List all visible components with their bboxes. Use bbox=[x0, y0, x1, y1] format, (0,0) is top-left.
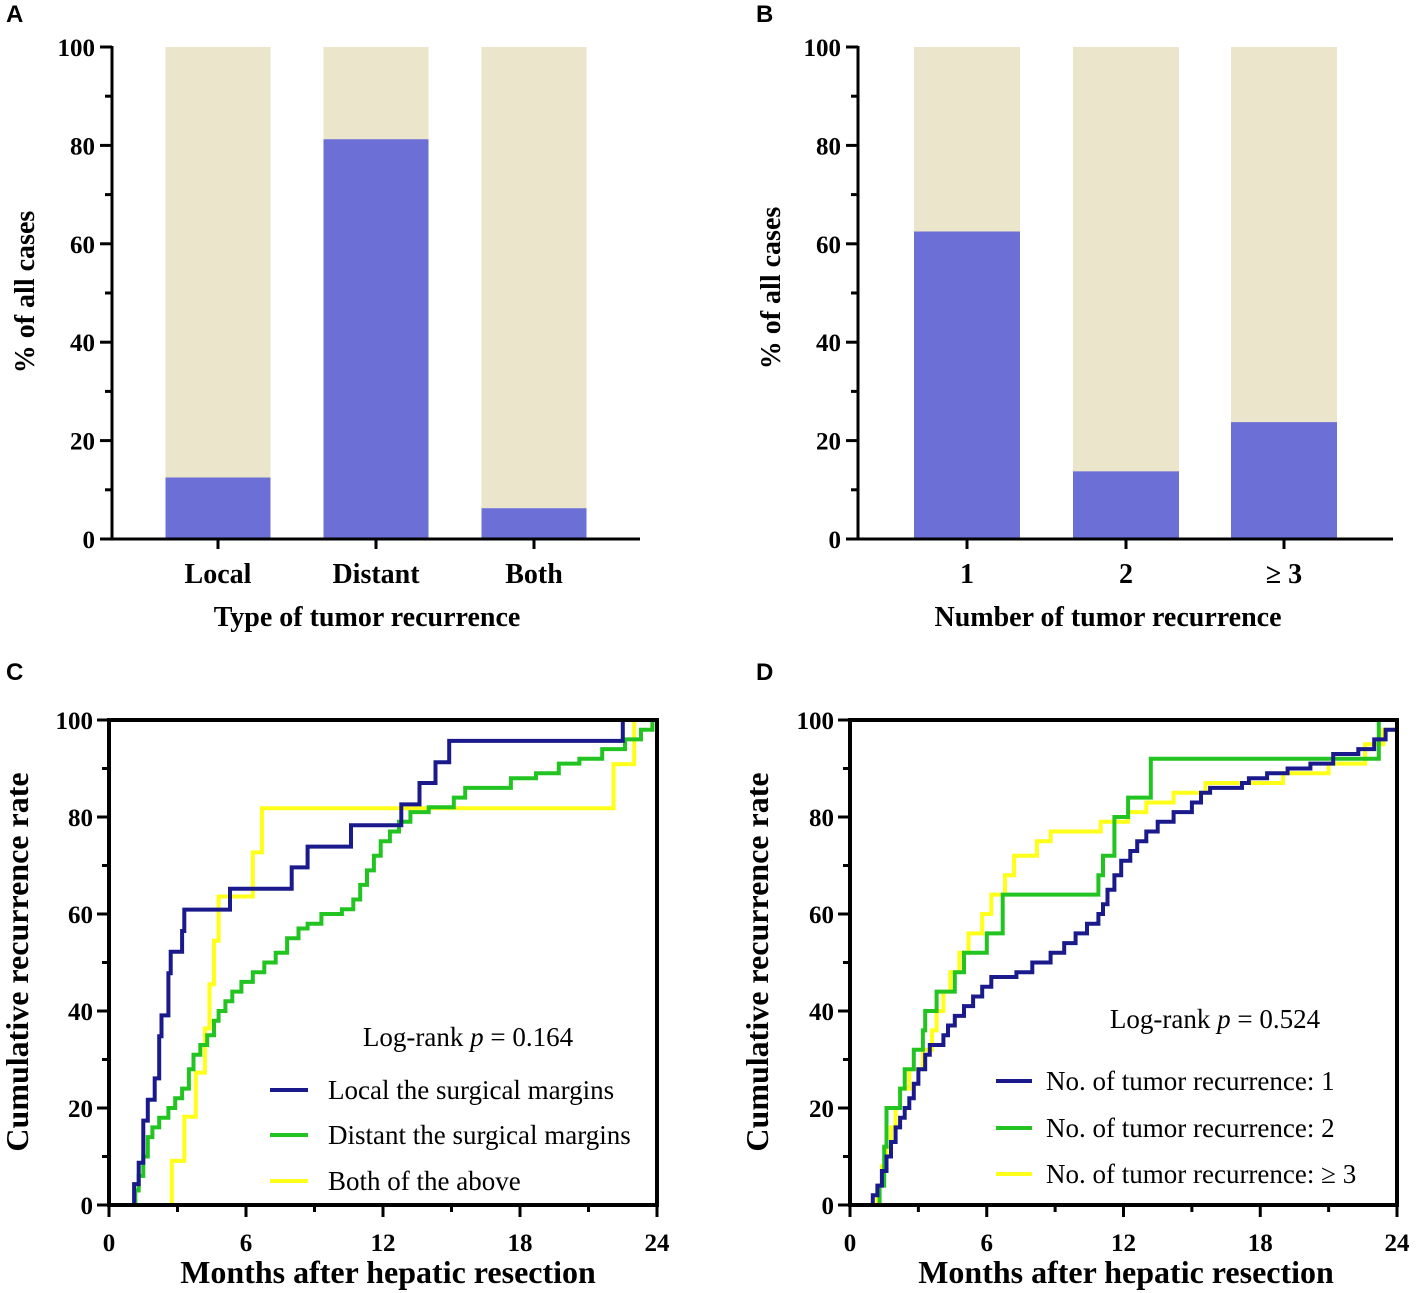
panel-a-category-label: Local bbox=[185, 559, 252, 590]
panel-c-ytick-label: 20 bbox=[68, 1096, 93, 1123]
panel-c-ytick-label: 60 bbox=[68, 902, 93, 929]
panel-b-bars bbox=[914, 47, 1337, 539]
panel-b-ylabel: % of all cases bbox=[756, 207, 787, 370]
panel-d-ytick-label: 80 bbox=[809, 805, 834, 832]
panel-d-ytick-label: 100 bbox=[797, 708, 835, 735]
panel-c-xtick-label: 12 bbox=[371, 1230, 396, 1257]
panel-c-axes: 0 6 12 18 24 0 20 40 60 80 100 bbox=[56, 708, 671, 1257]
panel-b-category-label: ≥ 3 bbox=[1266, 559, 1302, 590]
panel-b-xlabel: Number of tumor recurrence bbox=[934, 602, 1281, 633]
panel-d-xlabel: Months after hepatic resection bbox=[918, 1254, 1334, 1290]
panel-b-ytick-label: 20 bbox=[816, 429, 841, 456]
panel-d-series-2-line bbox=[850, 720, 1399, 1207]
panel-a-ylabel: % of all cases bbox=[10, 211, 41, 374]
panel-b-ytick-label: 80 bbox=[816, 133, 841, 160]
panel-b: B 1 2 ≥ 3 0 20 40 60 80 100 Number of tumor recu… bbox=[756, 1, 1393, 633]
panel-d-ytick-label: 20 bbox=[809, 1096, 834, 1123]
panel-a-category-label: Distant bbox=[332, 559, 420, 590]
panel-d-legend-label-0: No. of tumor recurrence: 1 bbox=[1046, 1066, 1335, 1096]
panel-c-ytick-label: 0 bbox=[81, 1193, 94, 1220]
panel-b-bar-2 bbox=[1231, 422, 1337, 539]
panel-c-curves bbox=[109, 720, 655, 1207]
panel-a-bar-1 bbox=[323, 139, 429, 539]
panel-c-ytick-label: 40 bbox=[68, 999, 93, 1026]
panel-c-legend-label-0: Local the surgical margins bbox=[328, 1075, 614, 1105]
panel-a-ytick-label: 0 bbox=[83, 527, 96, 554]
panel-c-series-1-line bbox=[109, 720, 655, 1207]
panel-d-series-1-line bbox=[850, 720, 1381, 1207]
panel-d-legend-label-1: No. of tumor recurrence: 2 bbox=[1046, 1113, 1335, 1143]
panel-d-legend: No. of tumor recurrence: 1 No. of tumor r… bbox=[996, 1066, 1356, 1189]
panel-d-series-0-line bbox=[850, 724, 1399, 1207]
panel-a-ytick-label: 20 bbox=[70, 429, 95, 456]
panel-c-ytick-label: 80 bbox=[68, 805, 93, 832]
panel-d-ytick-label: 60 bbox=[809, 902, 834, 929]
panel-a-category-label: Both bbox=[505, 559, 563, 590]
panel-a-bar-2 bbox=[481, 508, 587, 539]
panel-d-ytick-label: 0 bbox=[822, 1193, 835, 1220]
panel-a-bar-bg-2 bbox=[481, 47, 587, 539]
panel-d-ytick-label: 40 bbox=[809, 999, 834, 1026]
panel-a-ytick-label: 40 bbox=[70, 330, 95, 357]
panel-d-ylabel: Cumulative recurrence rate bbox=[739, 772, 775, 1151]
panel-c-xtick-label: 0 bbox=[103, 1230, 116, 1257]
panel-d-legend-label-2: No. of tumor recurrence: ≥ 3 bbox=[1046, 1159, 1356, 1189]
panel-c-legend-label-1: Distant the surgical margins bbox=[328, 1120, 631, 1150]
panel-c-ylabel: Cumulative recurrence rate bbox=[0, 772, 35, 1151]
panel-d: D 0 6 12 18 24 0 20 40 60 80 100 Months after hepa… bbox=[739, 659, 1410, 1290]
panel-a: A Local Distant Both 0 20 40 60 80 100 Type of t… bbox=[6, 1, 640, 633]
panel-a-axes: Local Distant Both 0 20 40 60 80 100 bbox=[58, 35, 640, 590]
panel-c-xlabel: Months after hepatic resection bbox=[180, 1254, 596, 1290]
panel-d-xtick-label: 0 bbox=[844, 1230, 857, 1257]
panel-a-bars bbox=[165, 47, 587, 539]
panel-a-ytick-label: 60 bbox=[70, 232, 95, 259]
panel-c-series-2-line bbox=[109, 720, 637, 1207]
panel-b-category-label: 1 bbox=[960, 559, 974, 590]
panel-c-legend-label-2: Both of the above bbox=[328, 1166, 521, 1196]
panel-a-ytick-label: 100 bbox=[58, 35, 96, 62]
panel-a-xlabel: Type of tumor recurrence bbox=[214, 602, 521, 633]
panel-c-ytick-label: 100 bbox=[56, 708, 94, 735]
panel-b-letter: B bbox=[756, 1, 773, 28]
panel-c-xtick-label: 18 bbox=[508, 1230, 533, 1257]
panel-d-curves bbox=[850, 720, 1399, 1207]
panel-a-ytick-label: 80 bbox=[70, 133, 95, 160]
panel-b-bar-1 bbox=[1073, 471, 1179, 539]
panel-b-ytick-label: 0 bbox=[829, 527, 842, 554]
panel-d-xtick-label: 6 bbox=[981, 1230, 994, 1257]
panel-a-bar-bg-0 bbox=[165, 47, 271, 539]
panel-b-bar-0 bbox=[914, 231, 1020, 539]
panel-d-annotation: Log-rank p = 0.524 bbox=[1110, 1004, 1321, 1034]
panel-d-axes: 0 6 12 18 24 0 20 40 60 80 100 bbox=[797, 708, 1411, 1257]
panel-d-xtick-label: 12 bbox=[1111, 1230, 1136, 1257]
panel-c-letter: C bbox=[6, 659, 23, 686]
panel-d-xtick-label: 24 bbox=[1385, 1230, 1411, 1257]
panel-c-legend: Local the surgical margins Distant the su… bbox=[270, 1075, 631, 1196]
panel-c-xtick-label: 6 bbox=[240, 1230, 253, 1257]
panel-a-bar-0 bbox=[165, 477, 271, 539]
panel-b-ytick-label: 40 bbox=[816, 330, 841, 357]
panel-b-axes: 1 2 ≥ 3 0 20 40 60 80 100 bbox=[804, 35, 1393, 590]
panel-b-category-label: 2 bbox=[1119, 559, 1133, 590]
panel-c-xtick-label: 24 bbox=[645, 1230, 671, 1257]
panel-c-annotation: Log-rank p = 0.164 bbox=[363, 1022, 574, 1052]
panel-b-ytick-label: 60 bbox=[816, 232, 841, 259]
panel-d-letter: D bbox=[756, 659, 773, 686]
panel-a-letter: A bbox=[6, 1, 23, 28]
panel-d-xtick-label: 18 bbox=[1248, 1230, 1273, 1257]
panel-b-ytick-label: 100 bbox=[804, 35, 842, 62]
panel-c-series-0-line bbox=[109, 720, 625, 1207]
panel-c: C 0 6 12 18 24 0 20 40 60 80 100 Months after hepa… bbox=[0, 659, 670, 1290]
panel-b-bar-bg-1 bbox=[1073, 47, 1179, 539]
